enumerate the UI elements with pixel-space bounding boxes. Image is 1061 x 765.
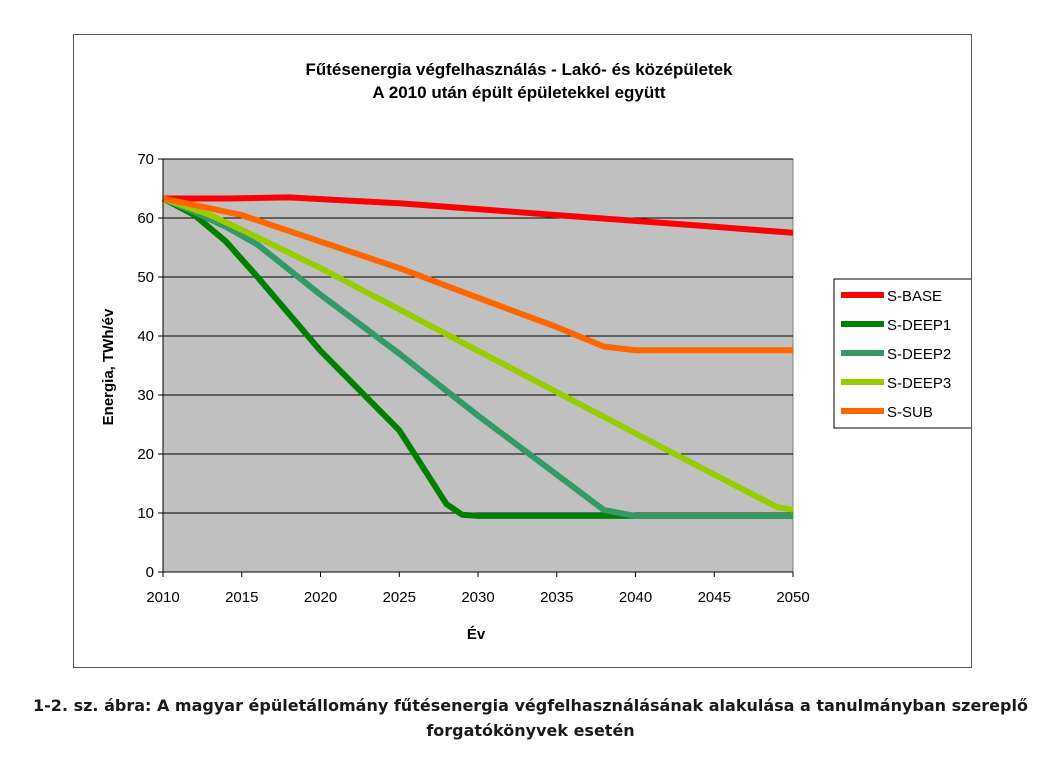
y-tick-label-60: 60 [137,210,154,227]
y-tick-label-50: 50 [137,269,154,286]
y-tick-label-30: 30 [137,387,154,404]
y-tick-label-20: 20 [137,446,154,463]
y-tick-label-40: 40 [137,328,154,345]
chart-subtitle: A 2010 után épült épületekkel együtt [372,83,666,102]
plot-area [161,158,794,573]
y-tick-label-0: 0 [146,564,154,581]
legend-label-s-base: S-BASE [887,288,942,305]
y-tick-label-10: 10 [137,505,154,522]
legend-label-s-deep2: S-DEEP2 [887,346,951,363]
line-chart: Fűtésenergia végfelhasználás - Lakó- és … [100,60,971,643]
series-line-s-sub [162,195,793,354]
x-tick-label-2035: 2035 [540,589,573,606]
caption-line-1: 1-2. sz. ábra: A magyar épületállomány f… [33,696,1028,715]
caption-line-2: forgatókönyvek esetén [426,721,635,740]
series-line-s-deep1 [161,195,793,519]
series-line-s-deep3 [162,195,794,514]
x-tick-label-2050: 2050 [776,589,809,606]
legend-label-s-sub: S-SUB [887,404,933,421]
legend-label-s-deep3: S-DEEP3 [887,375,951,392]
x-axis-label: Év [467,626,486,643]
x-tick-label-2015: 2015 [225,589,258,606]
x-tick-label-2025: 2025 [383,589,416,606]
x-tick-label-2045: 2045 [698,589,731,606]
chart-frame: Fűtésenergia végfelhasználás - Lakó- és … [73,34,972,668]
x-tick-label-2010: 2010 [146,589,179,606]
series-line-s-deep2 [161,195,793,519]
legend-label-s-deep1: S-DEEP1 [887,317,951,334]
y-tick-label-70: 70 [137,151,154,168]
y-axis-label: Energia, TWh/év [100,308,117,425]
chart-title: Fűtésenergia végfelhasználás - Lakó- és … [305,60,733,79]
series-line-s-base [163,194,794,236]
legend: S-BASE S-DEEP1 S-DEEP2 S-DEEP3 S-SUB [833,278,971,429]
x-tick-label-2030: 2030 [461,589,494,606]
x-tick-label-2040: 2040 [619,589,652,606]
figure-caption: 1-2. sz. ábra: A magyar épületállomány f… [0,693,1061,743]
x-tick-label-2020: 2020 [304,589,337,606]
